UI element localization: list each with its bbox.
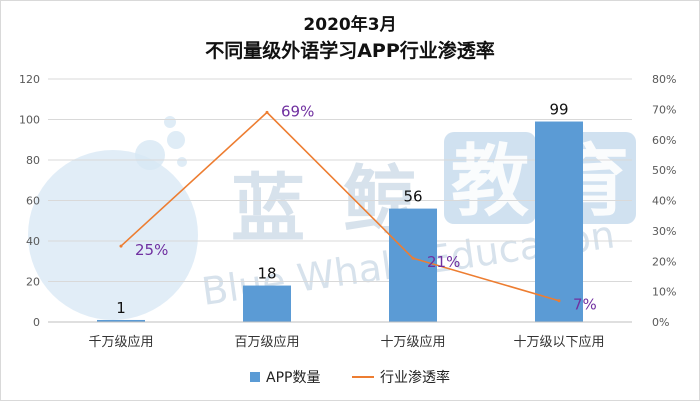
right-tick-label: 10% [652, 286, 676, 299]
left-tick-label: 60 [26, 195, 40, 208]
left-tick-label: 40 [26, 235, 40, 248]
line-point [411, 256, 415, 260]
left-axis-ticks: 0 20 40 60 80 100 120 [19, 73, 40, 329]
left-tick-label: 80 [26, 154, 40, 167]
right-axis-ticks: 0% 10% 20% 30% 40% 50% 60% 70% 80% [652, 73, 676, 329]
right-tick-label: 30% [652, 225, 676, 238]
category-label: 百万级应用 [234, 334, 299, 350]
category-axis: 千万级应用 百万级应用 十万级应用 十万级以下应用 [48, 321, 632, 350]
watermark-char: 蓝 [231, 166, 305, 252]
bar [243, 285, 291, 322]
right-tick-label: 20% [652, 255, 676, 268]
watermark-logo-bubble [167, 131, 185, 149]
line-value-label: 21% [427, 253, 460, 271]
line-point [265, 110, 269, 114]
bar-value-label: 56 [403, 188, 422, 206]
chart-title-line2: 不同量级外语学习APP行业渗透率 [205, 40, 495, 62]
category-label: 千万级应用 [88, 334, 153, 350]
category-label: 十万级应用 [380, 334, 445, 350]
bar-value-label: 99 [549, 101, 568, 119]
data-labels: 1 18 56 99 25% 69% 21% 7% [116, 101, 597, 317]
penetration-line [120, 111, 560, 302]
line-series [119, 110, 561, 303]
legend-bar-swatch [250, 372, 260, 382]
bar [389, 208, 437, 322]
legend: APP数量 行业渗透率 [250, 369, 450, 386]
category-label: 十万级以下应用 [513, 334, 604, 350]
chart-title-line1: 2020年3月 [303, 15, 397, 35]
right-tick-label: 40% [652, 195, 676, 208]
watermark-logo-bubble [177, 157, 187, 167]
watermark-logo-bubble [135, 140, 165, 170]
left-tick-label: 100 [19, 114, 40, 127]
bar-value-label: 1 [116, 299, 126, 317]
line-point [119, 244, 123, 248]
bar-value-label: 18 [257, 265, 276, 283]
line-value-label: 7% [573, 296, 597, 314]
line-value-label: 69% [281, 102, 314, 120]
bar-series [97, 121, 583, 323]
watermark-logo-circle [28, 150, 198, 320]
legend-bar-label: APP数量 [266, 370, 320, 386]
left-tick-label: 20 [26, 276, 40, 289]
right-tick-label: 60% [652, 134, 676, 147]
bar [535, 121, 583, 323]
line-point [557, 299, 561, 303]
right-tick-label: 70% [652, 103, 676, 116]
bar [97, 319, 145, 322]
legend-line-label: 行业渗透率 [380, 369, 450, 386]
right-tick-label: 50% [652, 164, 676, 177]
watermark-char: 教 [451, 137, 529, 227]
right-tick-label: 80% [652, 73, 676, 86]
watermark-logo-bubble [164, 116, 176, 128]
line-value-label: 25% [135, 241, 168, 259]
left-tick-label: 120 [19, 73, 40, 86]
left-tick-label: 0 [33, 316, 40, 329]
right-tick-label: 0% [652, 316, 669, 329]
